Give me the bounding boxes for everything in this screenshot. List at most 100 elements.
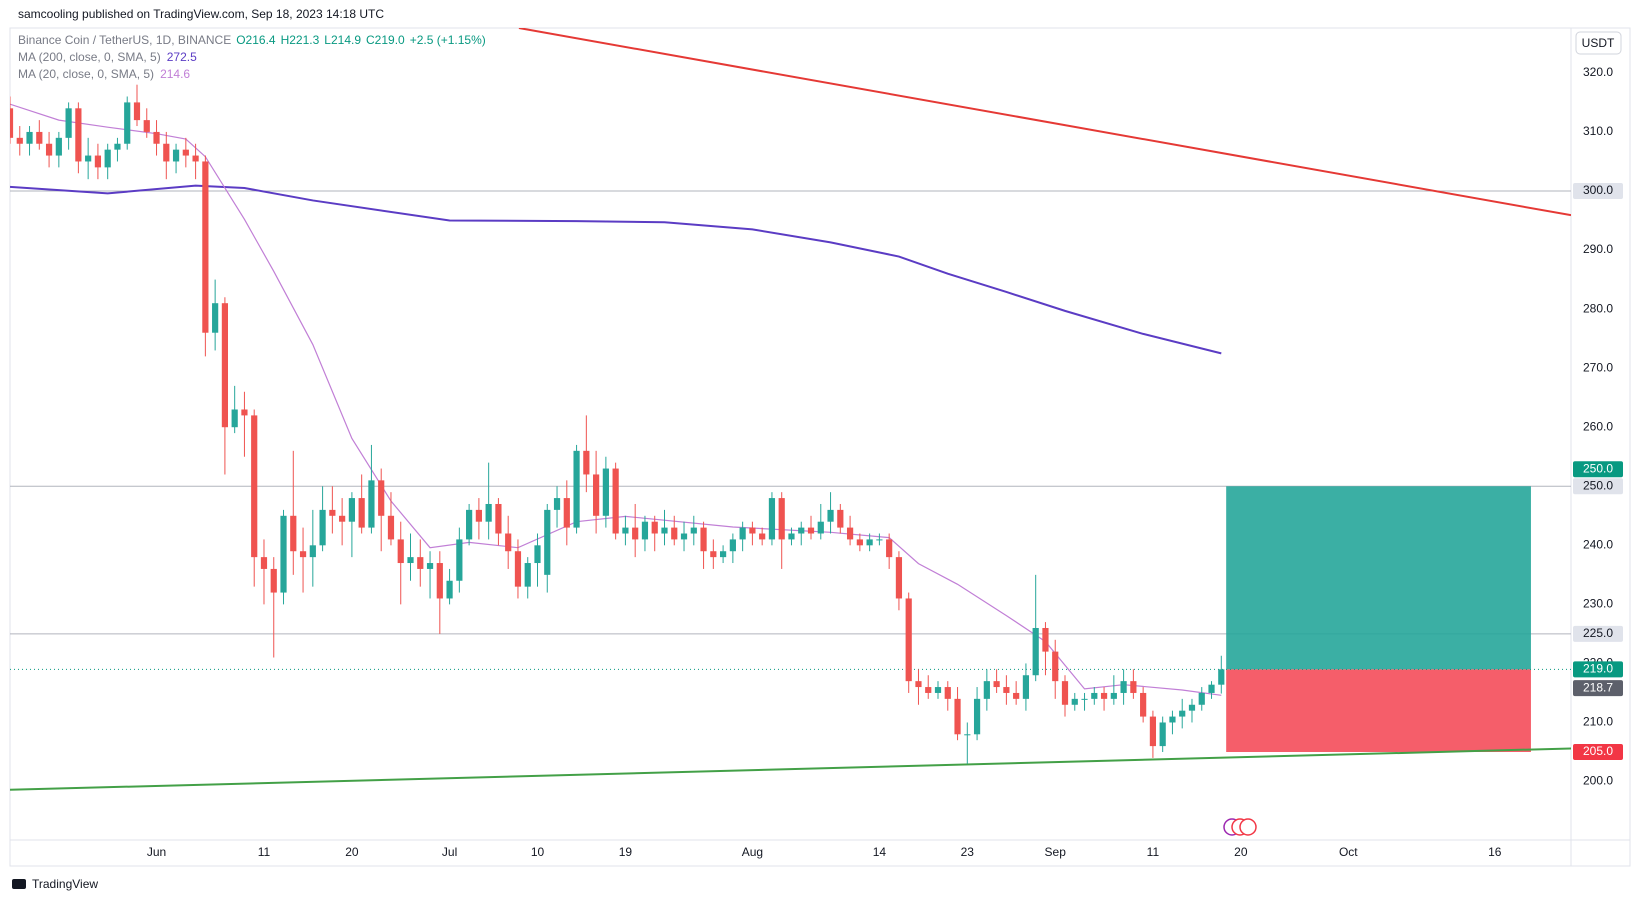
candle bbox=[36, 120, 43, 150]
candle-body bbox=[759, 533, 766, 540]
candle-body bbox=[329, 509, 336, 516]
candle-body bbox=[798, 527, 805, 534]
candle-body bbox=[1110, 692, 1117, 699]
candle bbox=[1188, 698, 1196, 723]
candle-body bbox=[26, 131, 33, 144]
candle bbox=[895, 551, 903, 611]
candle-body bbox=[846, 527, 854, 540]
event-icons bbox=[1223, 818, 1257, 836]
x-tick-label: 16 bbox=[1488, 845, 1502, 859]
candle bbox=[778, 492, 785, 569]
candle-body bbox=[514, 551, 522, 587]
x-tick-label: Aug bbox=[742, 845, 763, 859]
brand: TradingView bbox=[32, 877, 98, 891]
candle bbox=[485, 462, 492, 540]
ohlc-value: O216.4 bbox=[236, 33, 276, 47]
candle bbox=[964, 722, 971, 764]
candle bbox=[563, 480, 570, 546]
candle bbox=[671, 515, 678, 546]
candle-body bbox=[1149, 716, 1157, 747]
candle-body bbox=[94, 155, 102, 168]
candle-body bbox=[573, 450, 580, 528]
candle-body bbox=[124, 102, 131, 144]
candle bbox=[612, 462, 619, 540]
candle-body bbox=[104, 149, 111, 168]
candle bbox=[85, 137, 92, 180]
y-tick-label: 310.0 bbox=[1583, 124, 1613, 138]
candle bbox=[798, 521, 805, 546]
candle-body bbox=[680, 533, 688, 540]
ohlc-value: +2.5 (+1.15%) bbox=[410, 33, 486, 47]
candle-body bbox=[417, 557, 424, 569]
candle bbox=[26, 126, 33, 156]
x-tick-label: 10 bbox=[531, 845, 545, 859]
attribution: samcooling published on TradingView.com,… bbox=[18, 7, 384, 21]
candle bbox=[182, 137, 189, 168]
candle-body bbox=[768, 498, 776, 540]
price-label: 219.0 bbox=[1583, 662, 1613, 676]
candle bbox=[983, 669, 990, 711]
candle bbox=[954, 687, 961, 741]
candle-body bbox=[426, 563, 434, 569]
candle bbox=[368, 444, 375, 534]
candle bbox=[172, 143, 180, 174]
candle-body bbox=[260, 557, 268, 569]
candle bbox=[114, 137, 121, 162]
candle bbox=[856, 533, 863, 552]
price-label: 250.0 bbox=[1583, 478, 1613, 492]
legend-name: MA (200, close, 0, SMA, 5) bbox=[18, 50, 161, 64]
candle-body bbox=[358, 498, 365, 528]
candle bbox=[397, 521, 404, 605]
candle bbox=[807, 515, 815, 540]
candle bbox=[231, 385, 238, 434]
y-tick-label: 210.0 bbox=[1583, 715, 1613, 729]
candle bbox=[270, 557, 277, 658]
candle bbox=[163, 131, 170, 180]
candle bbox=[104, 143, 111, 180]
candle bbox=[583, 415, 590, 493]
y-tick-label: 280.0 bbox=[1583, 301, 1613, 315]
currency-box[interactable] bbox=[1575, 31, 1622, 55]
x-tick-label: 23 bbox=[961, 845, 975, 859]
candle bbox=[973, 687, 981, 741]
candle-body bbox=[1061, 681, 1069, 705]
candle bbox=[1052, 639, 1059, 699]
candle-body bbox=[534, 545, 541, 564]
candle bbox=[94, 143, 102, 180]
candle-body bbox=[671, 527, 678, 540]
legend-symbol-row: Binance Coin / TetherUS, 1D, BINANCE O216… bbox=[18, 33, 486, 47]
candle-body bbox=[612, 468, 619, 534]
candle bbox=[514, 539, 522, 599]
loss-zone bbox=[1226, 669, 1531, 753]
candle bbox=[1003, 675, 1010, 705]
candle-body bbox=[397, 539, 404, 564]
candle bbox=[241, 391, 248, 457]
candle-body bbox=[1159, 722, 1166, 747]
currency: USDT bbox=[1582, 36, 1615, 50]
candle-body bbox=[1042, 627, 1049, 652]
candle-body bbox=[280, 515, 287, 593]
candle bbox=[524, 557, 531, 599]
candle-body bbox=[202, 161, 209, 333]
price-label: 300.0 bbox=[1583, 183, 1613, 197]
candle-body bbox=[1091, 692, 1098, 699]
candle-body bbox=[651, 521, 658, 534]
candle-body bbox=[309, 545, 316, 558]
candle bbox=[641, 515, 649, 552]
candle-body bbox=[524, 563, 531, 587]
ohlc-value: H221.3 bbox=[281, 33, 320, 47]
candle bbox=[387, 492, 395, 546]
candle bbox=[915, 669, 922, 705]
candle bbox=[1169, 710, 1176, 735]
candle-body bbox=[602, 468, 609, 516]
candle bbox=[1013, 681, 1020, 705]
candle-body bbox=[36, 131, 43, 144]
candle-body bbox=[993, 681, 1000, 688]
price-label-bg bbox=[1573, 680, 1623, 697]
candle bbox=[1208, 681, 1215, 699]
candle bbox=[133, 84, 141, 127]
price-label-bg bbox=[1573, 661, 1623, 678]
candle bbox=[202, 155, 209, 357]
candle-body bbox=[1013, 692, 1020, 699]
